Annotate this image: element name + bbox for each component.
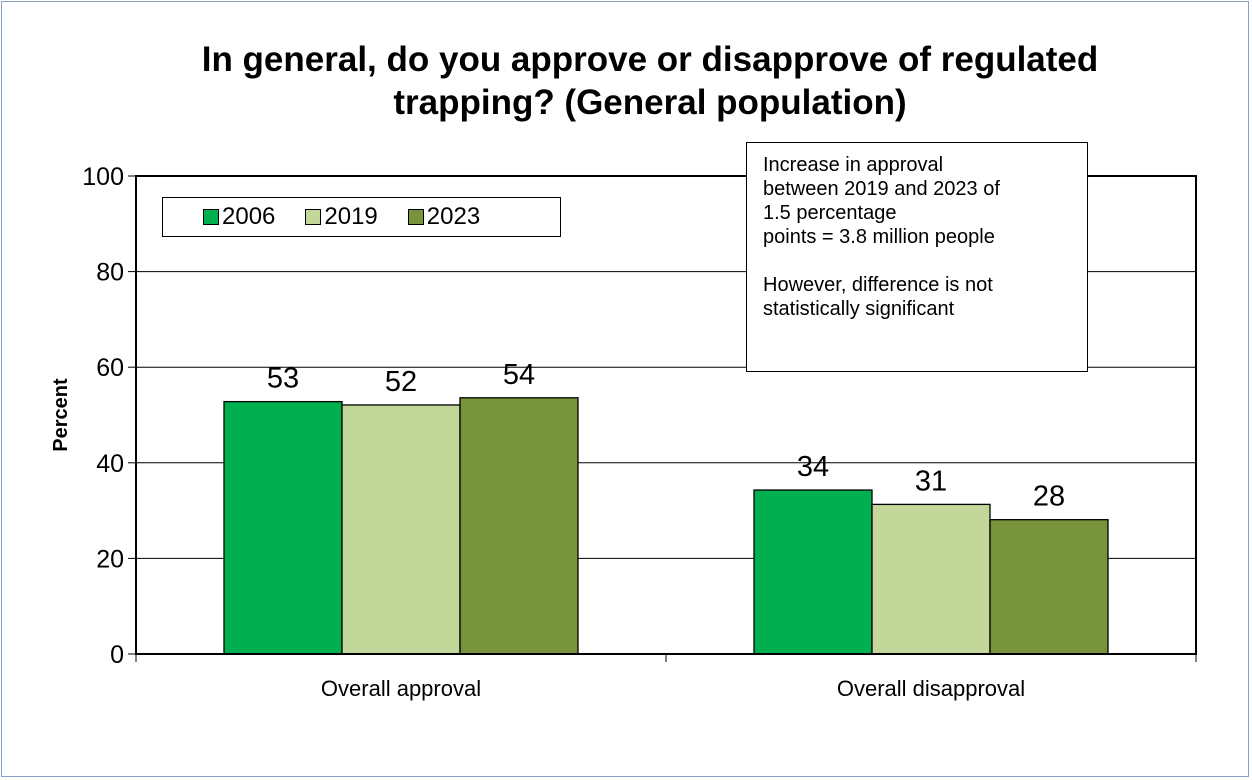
data-label: 53 — [267, 363, 299, 395]
legend: 2006 2019 2023 — [162, 197, 561, 237]
legend-item-2019: 2019 — [305, 203, 378, 231]
legend-item-2006: 2006 — [203, 203, 275, 231]
annotation-line-2: between 2019 and 2023 of — [763, 178, 1000, 200]
bar-2006-disapproval — [753, 489, 873, 655]
y-tick-label: 20 — [96, 545, 124, 573]
data-label: 28 — [1033, 481, 1065, 513]
annotation-text: Increase in approval between 2019 and 20… — [763, 153, 1071, 249]
bar-2023-approval — [459, 397, 579, 655]
annotation-note-line-2: statistically significant — [763, 298, 955, 320]
bar-2023-disapproval — [989, 519, 1109, 655]
annotation-line-4: points = 3.8 million people — [763, 226, 995, 248]
bar-2006-approval — [223, 400, 343, 655]
x-category-label: Overall approval — [321, 676, 481, 701]
data-label: 34 — [797, 451, 829, 483]
y-tick-label: 80 — [96, 259, 124, 287]
legend-label-2023: 2023 — [426, 203, 481, 230]
legend-item-2023: 2023 — [407, 203, 481, 231]
legend-label-2019: 2019 — [324, 203, 378, 230]
annotation-line-1: Increase in approval — [763, 154, 944, 176]
legend-swatch-2006 — [203, 209, 219, 225]
y-tick-label: 0 — [110, 641, 124, 669]
legend-label-2006: 2006 — [222, 203, 276, 230]
y-axis-title: Percent — [50, 378, 72, 452]
chart-title-line-2: trapping? (General population) — [393, 83, 907, 122]
annotation-note: However, difference is not statistically… — [763, 273, 1071, 321]
annotation-note-line-1: However, difference is not — [763, 274, 993, 296]
chart-title-line-1: In general, do you approve or disapprove… — [201, 40, 1099, 79]
bar-2019-disapproval — [871, 503, 991, 655]
x-category-label: Overall disapproval — [837, 676, 1025, 701]
y-tick-label: 60 — [96, 354, 124, 382]
bar-2019-approval — [341, 404, 461, 655]
legend-swatch-2023 — [407, 209, 424, 225]
data-label: 52 — [385, 366, 417, 398]
data-label: 31 — [915, 465, 947, 497]
annotation-line-3: 1.5 percentage — [763, 202, 897, 224]
y-tick-label: 40 — [96, 450, 124, 478]
y-tick-label: 100 — [82, 163, 124, 191]
annotation-box: Increase in approval between 2019 and 20… — [746, 142, 1088, 372]
data-label: 54 — [503, 359, 535, 391]
chart-title: In general, do you approve or disapprove… — [150, 38, 1150, 124]
legend-swatch-2019 — [305, 209, 322, 225]
